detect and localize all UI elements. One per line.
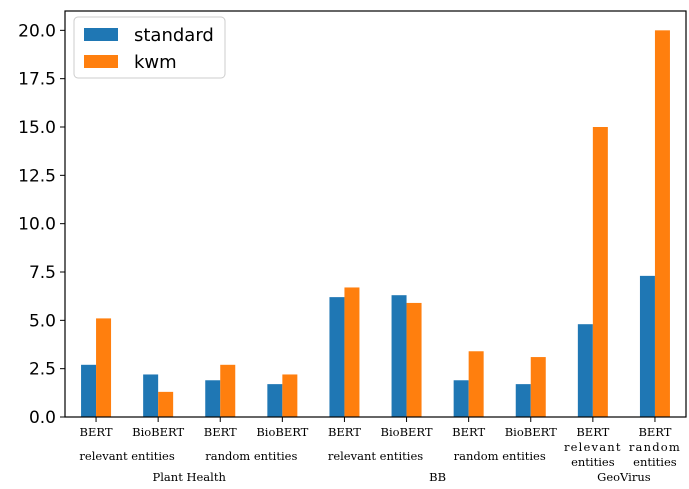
y-axis: 0.0 2.5 5.0 7.5 10.0 12.5 15.0 17.5 20.0 (18, 21, 65, 428)
bar-kwm-1 (158, 391, 174, 417)
legend-label-kwm: kwm (134, 52, 177, 73)
ytick-label-4: 10.0 (18, 215, 56, 235)
ytick-label-0: 0.0 (29, 408, 56, 428)
sublabel-4-line2: entities (571, 455, 615, 469)
ytick-label-1: 2.5 (29, 360, 56, 380)
bar-standard-5 (391, 295, 407, 417)
bar-kwm-3 (282, 374, 298, 417)
ytick-label-5: 12.5 (18, 166, 56, 186)
sublabel-5-line2: entities (633, 455, 677, 469)
xtick-label-1: BioBERT (132, 425, 184, 439)
sublabel-4-line1: relevant (564, 440, 622, 454)
group-label-1: BB (429, 470, 446, 484)
xtick-label-6: BERT (452, 425, 485, 439)
bar-standard-4 (329, 297, 345, 417)
xtick-label-0: BERT (80, 425, 113, 439)
sublabel-5-line1: random (629, 440, 681, 454)
ytick-label-8: 20.0 (18, 21, 56, 41)
ytick-label-3: 7.5 (29, 263, 56, 283)
bar-standard-6 (453, 380, 469, 417)
sublabel-2: relevant entities (328, 449, 423, 463)
bar-kwm-0 (96, 318, 112, 417)
legend: standard kwm (73, 16, 226, 79)
ytick-label-2: 5.0 (29, 311, 56, 331)
bar-kwm-6 (468, 351, 484, 417)
legend-label-standard: standard (134, 25, 214, 46)
bars-layer (81, 30, 670, 417)
bar-standard-7 (515, 384, 531, 417)
legend-swatch-standard (84, 28, 118, 41)
bar-kwm-8 (592, 127, 608, 417)
plot-frame (64, 10, 687, 418)
xtick-label-5: BioBERT (381, 425, 433, 439)
bar-standard-1 (143, 374, 159, 417)
bar-standard-0 (81, 364, 97, 417)
xtick-label-7: BioBERT (505, 425, 557, 439)
group-label-2: GeoVirus (597, 470, 651, 484)
bar-kwm-4 (344, 287, 360, 417)
x-axis: BERT BioBERT BERT BioBERT BERT BioBERT BERT Bio… (79, 417, 681, 484)
bar-kwm-7 (530, 357, 546, 417)
xtick-label-9: BERT (638, 425, 671, 439)
bar-kwm-9 (654, 30, 670, 417)
sublabel-1: random entities (205, 449, 297, 463)
xtick-label-8: BERT (576, 425, 609, 439)
bar-standard-8 (577, 324, 593, 417)
legend-swatch-kwm (84, 55, 118, 68)
sublabel-3: random entities (454, 449, 546, 463)
group-label-0: Plant Health (153, 470, 227, 484)
bar-standard-3 (267, 384, 283, 417)
ytick-label-6: 15.0 (18, 118, 56, 138)
bar-kwm-2 (220, 364, 236, 417)
xtick-label-2: BERT (204, 425, 237, 439)
bar-kwm-5 (406, 302, 422, 417)
bar-standard-9 (639, 275, 655, 417)
sublabel-0: relevant entities (79, 449, 174, 463)
xtick-label-3: BioBERT (256, 425, 308, 439)
bar-standard-2 (205, 380, 221, 417)
ytick-label-7: 17.5 (18, 70, 56, 90)
xtick-label-4: BERT (328, 425, 361, 439)
